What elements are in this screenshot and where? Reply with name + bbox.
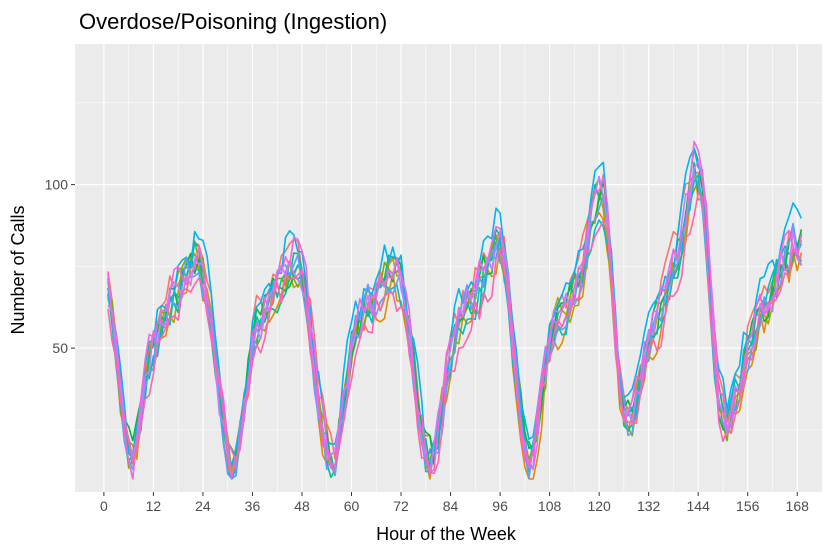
x-axis: 0 12 24 36 48 60 72 84 96 108 120 132 144 156 168 xyxy=(100,492,809,514)
x-tick-label: 144 xyxy=(687,498,711,514)
x-tick-label: 48 xyxy=(294,498,310,514)
series-line xyxy=(107,140,803,480)
chart-title: Overdose/Poisoning (Ingestion) xyxy=(79,9,387,34)
y-axis: 50 100 xyxy=(45,177,75,356)
x-tick-label: 60 xyxy=(344,498,360,514)
x-tick-label: 84 xyxy=(443,498,459,514)
y-axis-title: Number of Calls xyxy=(8,205,28,334)
x-tick-label: 120 xyxy=(587,498,611,514)
x-tick-label: 24 xyxy=(195,498,211,514)
x-tick-label: 96 xyxy=(492,498,508,514)
x-tick-label: 156 xyxy=(736,498,760,514)
series-layer xyxy=(107,140,803,480)
series-line xyxy=(107,160,803,478)
x-axis-title: Hour of the Week xyxy=(376,524,517,544)
x-tick-label: 168 xyxy=(786,498,810,514)
x-tick-label: 0 xyxy=(100,498,108,514)
x-tick-label: 72 xyxy=(393,498,409,514)
y-tick-label: 100 xyxy=(45,177,69,193)
x-tick-label: 132 xyxy=(637,498,661,514)
x-tick-label: 108 xyxy=(538,498,562,514)
y-tick-label: 50 xyxy=(52,340,68,356)
x-tick-label: 36 xyxy=(245,498,261,514)
x-tick-label: 12 xyxy=(146,498,162,514)
series-line xyxy=(107,192,802,478)
